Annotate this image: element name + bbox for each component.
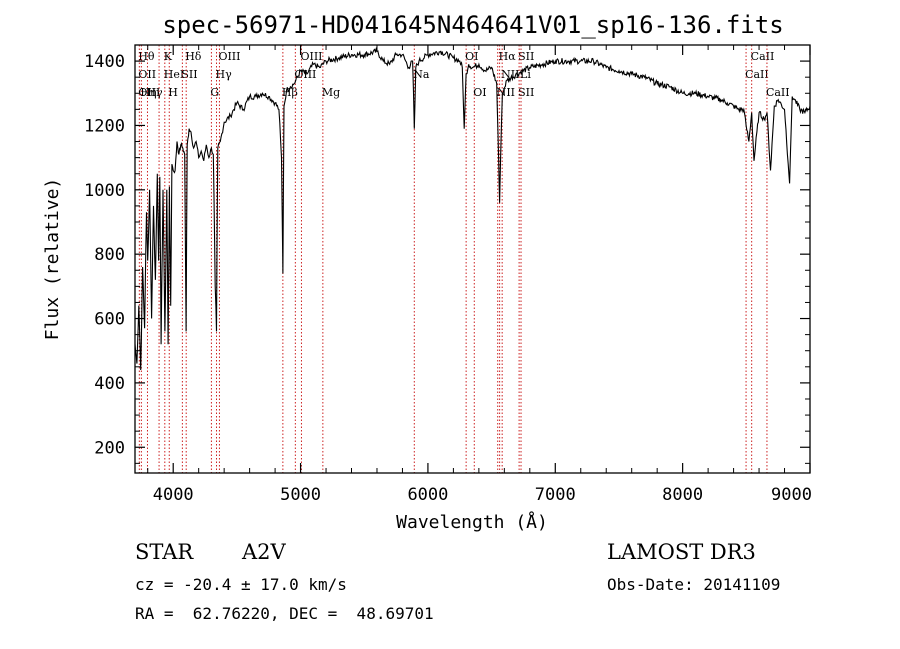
line-marker-label: Hη [140, 86, 156, 99]
line-marker-label: OIII [138, 86, 160, 99]
obs-date-text: Obs-Date: 20141109 [607, 575, 781, 594]
line-marker-label: Li [520, 68, 531, 81]
object-class: STAR [135, 540, 194, 564]
x-tick-label: 9000 [771, 485, 812, 505]
y-axis-label: Flux (relative) [42, 178, 63, 341]
line-marker-label: CaII [751, 50, 775, 63]
line-marker-label: SII [518, 50, 534, 63]
plot-frame [134, 44, 811, 474]
spectrum-line [134, 46, 811, 371]
y-tick-label: 1000 [84, 181, 125, 201]
line-marker-label: OIII [218, 50, 240, 63]
line-marker-label: CaII [745, 68, 769, 81]
line-marker-label: OI [465, 50, 478, 63]
y-tick-label: 800 [94, 245, 125, 265]
x-axis-label: Wavelength (Å) [396, 511, 548, 533]
line-marker-label: CaII [766, 86, 790, 99]
line-marker-label: SII [181, 68, 197, 81]
y-tick-label: 1200 [84, 116, 125, 136]
line-marker-label: Hγ [216, 68, 233, 81]
y-tick-label: 200 [94, 438, 125, 458]
survey-name: LAMOST DR3 [607, 540, 756, 564]
coordinates-text: RA = 62.76220, DEC = 48.69701 [135, 604, 434, 623]
line-marker-label: K [164, 50, 173, 63]
redshift-text: cz = -20.4 ± 17.0 km/s [135, 575, 347, 594]
x-tick-label: 5000 [280, 485, 321, 505]
line-marker-label: Hθ [138, 50, 155, 63]
axis-ticks: 4000 5000 6000 7000 8000 9000 200 400 600 800 1000… [84, 44, 812, 505]
x-tick-label: 8000 [662, 485, 703, 505]
line-marker-label: OI [473, 86, 486, 99]
line-marker-label: Hγ [146, 86, 163, 99]
line-marker-label: Hδ [185, 50, 202, 63]
chart-title: spec-56971-HD041645N464641V01_sp16-136.f… [162, 11, 783, 39]
line-marker-label: H [168, 86, 178, 99]
x-tick-label: 7000 [535, 485, 576, 505]
line-marker-label: SII [518, 86, 534, 99]
line-marker-label: Hα [499, 50, 517, 63]
line-marker-label: NII [497, 86, 515, 99]
line-marker-label: Mg [322, 86, 340, 99]
y-tick-label: 1400 [84, 52, 125, 72]
object-subclass: A2V [242, 540, 286, 564]
line-marker-label: Na [413, 68, 430, 81]
x-tick-label: 4000 [153, 485, 194, 505]
x-tick-label: 6000 [407, 485, 448, 505]
line-marker-label: G [210, 86, 219, 99]
y-tick-label: 600 [94, 310, 125, 330]
line-marker-label: OIII [300, 50, 322, 63]
y-tick-label: 400 [94, 374, 125, 394]
